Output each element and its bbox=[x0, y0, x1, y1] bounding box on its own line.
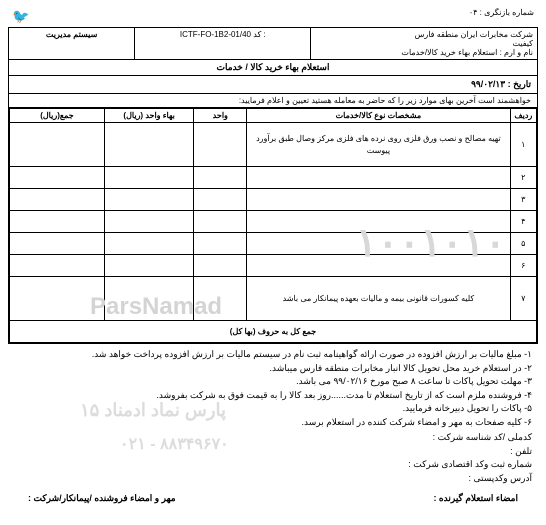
cell-idx: ۱ bbox=[510, 123, 536, 167]
cell-desc bbox=[247, 255, 511, 277]
note-item: ۲- در استعلام خرید محل تحویل کالا انبار … bbox=[8, 362, 532, 376]
th-unit: واحد bbox=[194, 109, 247, 123]
cell-unit bbox=[194, 255, 247, 277]
cell-total bbox=[10, 277, 105, 321]
cell-total bbox=[10, 123, 105, 167]
cell-unit bbox=[194, 233, 247, 255]
header-row: شرکت مخابرات ایران منطقه فارس کیفیت نام … bbox=[8, 27, 538, 60]
cell-price bbox=[104, 233, 194, 255]
cell-idx: ۶ bbox=[510, 255, 536, 277]
cell-total bbox=[10, 167, 105, 189]
cell-unit bbox=[194, 123, 247, 167]
th-price: بهاء واحد (ریال) bbox=[104, 109, 194, 123]
cell-unit bbox=[194, 277, 247, 321]
cell-unit bbox=[194, 211, 247, 233]
instruction-text: خواهشمند است آخرین بهای موارد زیر را که … bbox=[9, 94, 537, 108]
fields-block: کدملی /کد شناسه شرکت : تلفن : شماره ثبت … bbox=[8, 431, 538, 485]
note-item: ۱- مبلغ مالیات بر ارزش افزوده در صورت ار… bbox=[8, 348, 532, 362]
date-label: تاریخ : bbox=[508, 79, 531, 89]
cell-price bbox=[104, 211, 194, 233]
cell-total bbox=[10, 233, 105, 255]
cell-idx: ۴ bbox=[510, 211, 536, 233]
code-value: ICTF-FO-1B2-01/40 bbox=[180, 30, 251, 39]
system-label: سیستم مدیریت bbox=[46, 30, 97, 39]
th-idx: ردیف bbox=[510, 109, 536, 123]
cell-idx: ۳ bbox=[510, 189, 536, 211]
cell-desc: کلیه کسورات قانونی بیمه و مالیات بعهده پ… bbox=[247, 277, 511, 321]
note-item: ۵- پاکات را تحویل دبیرخانه فرمایید. bbox=[8, 402, 532, 416]
sign-left: مهر و امضاء فروشنده /پیمانکار/شرکت : bbox=[28, 493, 176, 504]
field-postal: آدرس وکدپستی : bbox=[8, 472, 532, 486]
table-row: ۱تهیه مصالح و نصب ورق فلزی روی نرده های … bbox=[10, 123, 537, 167]
cell-price bbox=[104, 167, 194, 189]
note-item: ۴- فروشنده ملزم است که از تاریخ استعلام … bbox=[8, 389, 532, 403]
section-name: کیفیت bbox=[315, 39, 533, 48]
cell-desc bbox=[247, 189, 511, 211]
cell-price bbox=[104, 189, 194, 211]
sum-label: جمع کل به حروف (بها کل) bbox=[10, 321, 537, 343]
cell-desc: تهیه مصالح و نصب ورق فلزی روی نرده های ف… bbox=[247, 123, 511, 167]
note-item: ۳- مهلت تحویل پاکات تا ساعت ۸ صبح مورخ ۹… bbox=[8, 375, 532, 389]
cell-desc bbox=[247, 167, 511, 189]
cell-desc bbox=[247, 233, 511, 255]
table-row: ۲ bbox=[10, 167, 537, 189]
field-phone: تلفن : bbox=[8, 445, 532, 459]
cell-total bbox=[10, 189, 105, 211]
cell-unit bbox=[194, 189, 247, 211]
cell-desc bbox=[247, 211, 511, 233]
cell-price bbox=[104, 123, 194, 167]
field-code: کدملی /کد شناسه شرکت : bbox=[8, 431, 532, 445]
cell-unit bbox=[194, 167, 247, 189]
field-reg: شماره ثبت وکد اقتصادی شرکت : bbox=[8, 458, 532, 472]
cell-price bbox=[104, 277, 194, 321]
th-total: جمع(ریال) bbox=[10, 109, 105, 123]
items-table: ردیف مشخصات نوع کالا/خدمات واحد بهاء واح… bbox=[9, 108, 537, 343]
company-name: شرکت مخابرات ایران منطقه فارس bbox=[315, 30, 533, 39]
table-row: ۵ bbox=[10, 233, 537, 255]
form-title: استعلام بهاء خرید کالا / خدمات bbox=[9, 60, 537, 76]
form-name-label: نام و ارم : bbox=[500, 48, 533, 57]
cell-idx: ۵ bbox=[510, 233, 536, 255]
cell-price bbox=[104, 255, 194, 277]
code-label: کد : bbox=[253, 30, 265, 39]
sign-right: امضاء استعلام گیرنده : bbox=[433, 493, 518, 504]
bird-icon: 🐦 bbox=[12, 8, 29, 25]
form-box: استعلام بهاء خرید کالا / خدمات تاریخ : ۹… bbox=[8, 60, 538, 344]
table-row: ۴ bbox=[10, 211, 537, 233]
cell-idx: ۲ bbox=[510, 167, 536, 189]
date-value: ۹۹/۰۲/۱۳ bbox=[471, 79, 505, 89]
table-row: ۶ bbox=[10, 255, 537, 277]
table-row: ۳ bbox=[10, 189, 537, 211]
cell-total bbox=[10, 255, 105, 277]
notes-list: ۱- مبلغ مالیات بر ارزش افزوده در صورت ار… bbox=[8, 348, 538, 429]
revision-number: شماره بازنگری : ۰۴ bbox=[469, 8, 534, 25]
cell-total bbox=[10, 211, 105, 233]
form-name-value: استعلام بهاء خرید کالا/خدمات bbox=[401, 48, 497, 57]
th-desc: مشخصات نوع کالا/خدمات bbox=[247, 109, 511, 123]
cell-idx: ۷ bbox=[510, 277, 536, 321]
table-row: ۷کلیه کسورات قانونی بیمه و مالیات بعهده … bbox=[10, 277, 537, 321]
note-item: ۶- کلیه صفحات به مهر و امضاء شرکت کننده … bbox=[8, 416, 532, 430]
signature-row: امضاء استعلام گیرنده : مهر و امضاء فروشن… bbox=[8, 493, 538, 504]
